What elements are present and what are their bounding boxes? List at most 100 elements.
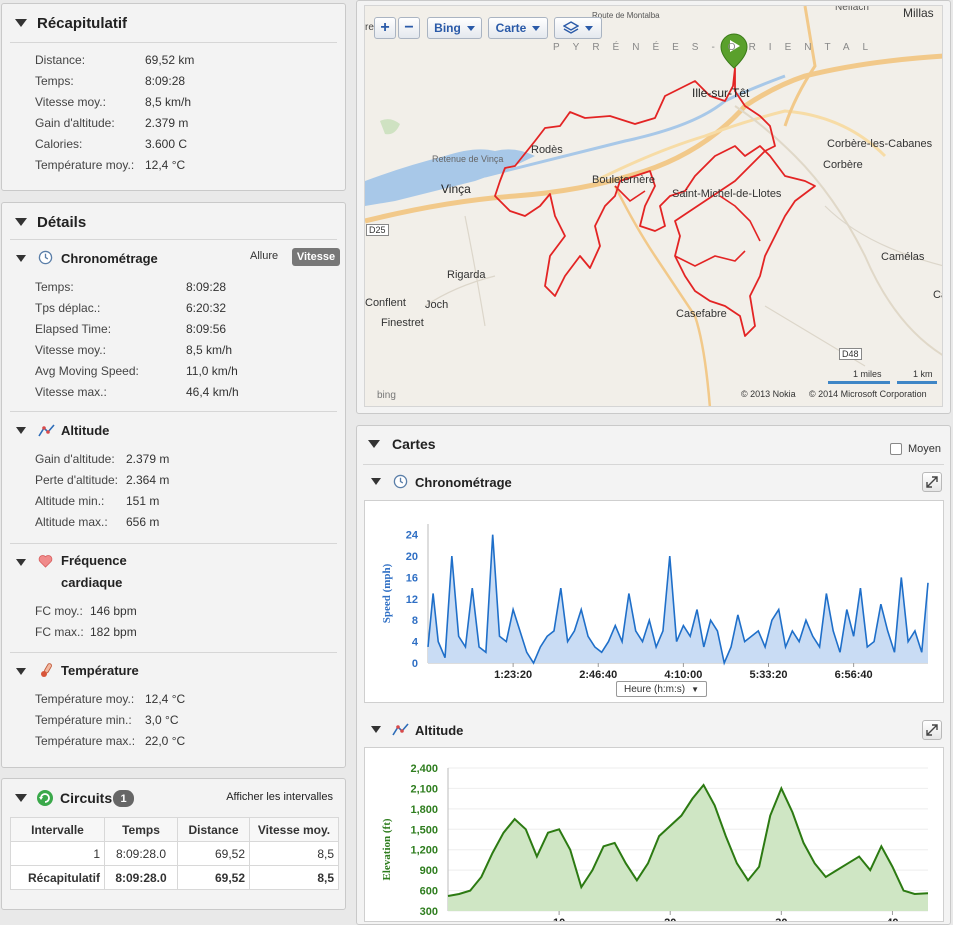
y-tick-label: 8 xyxy=(412,615,418,627)
summary-label: Temps: xyxy=(35,74,74,88)
map-place-label: Néfiach xyxy=(835,5,869,13)
map-place-label: Corbère-les-Cabanes xyxy=(827,138,933,150)
temperature-value: 12,4 °C xyxy=(145,692,186,706)
bing-logo: bing xyxy=(377,390,396,401)
timing-value: 6:20:32 xyxy=(186,301,227,315)
summary-value: 2.379 m xyxy=(145,116,189,130)
heart-value: 182 bpm xyxy=(90,625,137,639)
y-tick-label: 4 xyxy=(412,637,419,649)
elevation-icon xyxy=(392,723,409,736)
laps-table: Intervalle Temps Distance Vitesse moy. 1… xyxy=(10,817,339,890)
expand-elevation-chart-button[interactable] xyxy=(922,720,942,740)
elevation-chart[interactable]: 300 600 900 1,200 1,500 1,800 2,100 2,400 10 20 30… xyxy=(364,747,944,922)
collapse-heart-icon[interactable] xyxy=(16,559,26,566)
table-row[interactable]: Récapitulatif 8:09:28.0 69,52 8,5 xyxy=(10,865,339,890)
map-place-label: PYRÉNÉES-ORIENTAL xyxy=(553,42,882,53)
map-place-label: Route de Montalba xyxy=(592,11,660,20)
timing-label: Elapsed Time: xyxy=(35,322,112,336)
collapse-details-icon[interactable] xyxy=(15,218,27,226)
timing-value: 46,4 km/h xyxy=(186,385,239,399)
lap-cell: 8:09:28.0 xyxy=(104,841,178,866)
clock-icon xyxy=(38,250,53,265)
expand-speed-chart-button[interactable] xyxy=(922,472,942,492)
lap-cell: Récapitulatif xyxy=(10,865,105,890)
timing-label: Tps déplac.: xyxy=(35,301,101,315)
collapse-laps-icon[interactable] xyxy=(15,794,27,802)
table-row[interactable]: 1 8:09:28.0 69,52 8,5 xyxy=(10,841,339,866)
speed-chart[interactable]: 0 4 8 12 16 20 24 1:23:20 2:46:40 4:10:00 5:33:20 6… xyxy=(364,500,944,703)
x-tick-label: 1:23:20 xyxy=(494,669,532,681)
lap-cell: 8,5 xyxy=(249,865,339,890)
collapse-timing-icon[interactable] xyxy=(16,255,26,262)
zoom-in-button[interactable]: + xyxy=(374,17,396,39)
average-label: Moyen xyxy=(908,443,942,455)
altitude-value: 151 m xyxy=(126,494,160,508)
map-place-label: Rodès xyxy=(531,144,563,156)
lap-cell: 1 xyxy=(10,841,105,866)
map-place-label: Bouleternère xyxy=(592,174,655,186)
map-background xyxy=(365,6,942,406)
lap-cell: 69,52 xyxy=(177,865,250,890)
microsoft-copyright: © 2014 Microsoft Corporation xyxy=(809,389,927,399)
summary-value: 8,5 km/h xyxy=(145,95,192,109)
collapse-altitude-icon[interactable] xyxy=(16,427,26,434)
speed-clock-icon xyxy=(393,474,408,489)
details-panel: Détails Chronométrage Allure Vitesse Tem… xyxy=(1,202,346,768)
summary-value: 69,52 km xyxy=(145,53,195,67)
map-place-label: Finestret xyxy=(381,317,424,329)
y-tick-label: 300 xyxy=(420,906,438,918)
collapse-summary-icon[interactable] xyxy=(15,19,27,27)
zoom-out-button[interactable]: − xyxy=(398,17,420,39)
temperature-title: Température xyxy=(61,663,139,678)
laps-header-speed: Vitesse moy. xyxy=(249,817,339,842)
x-tick-label: 2:46:40 xyxy=(579,669,617,681)
map-place-label: Ca xyxy=(933,289,942,301)
altitude-icon xyxy=(38,424,55,437)
summary-value: 12,4 °C xyxy=(145,158,186,172)
collapse-elevation-chart-icon[interactable] xyxy=(371,726,381,733)
altitude-value: 656 m xyxy=(126,515,160,529)
lap-cell: 8,5 xyxy=(249,841,339,866)
expand-icon xyxy=(926,476,938,488)
timing-title: Chronométrage xyxy=(61,251,158,266)
timing-value: 8:09:56 xyxy=(186,322,227,336)
charts-title: Cartes xyxy=(392,436,436,452)
pace-toggle[interactable]: Allure xyxy=(250,250,279,262)
laps-header-time: Temps xyxy=(104,817,178,842)
timing-value: 8,5 km/h xyxy=(186,343,233,357)
map-layers-dropdown[interactable] xyxy=(554,17,602,39)
nokia-copyright: © 2013 Nokia xyxy=(741,389,796,399)
scale-miles-label: 1 miles xyxy=(853,369,882,379)
collapse-charts-icon[interactable] xyxy=(368,440,380,448)
collapse-speed-chart-icon[interactable] xyxy=(371,478,381,485)
heart-title-line1: Fréquence xyxy=(61,553,127,568)
expand-icon xyxy=(926,724,938,736)
speed-toggle[interactable]: Vitesse xyxy=(292,248,340,266)
x-tick-label: 20 xyxy=(664,917,676,921)
y-tick-label: 1,800 xyxy=(410,804,438,816)
lap-cell: 8:09:28.0 xyxy=(104,865,178,890)
heart-label: FC max.: xyxy=(35,625,84,639)
speed-area xyxy=(428,534,928,663)
collapse-temperature-icon[interactable] xyxy=(16,668,26,675)
map-place-label: Casefabre xyxy=(676,308,727,320)
x-axis-select[interactable]: Heure (h:m:s) ▼ xyxy=(616,681,707,697)
map-canvas[interactable]: Ille-sur-Têt Rodès Vinça Bouleternère Saint-… xyxy=(364,5,943,407)
x-tick-label: 30 xyxy=(775,917,787,921)
scale-km-label: 1 km xyxy=(913,369,933,379)
map-type-dropdown[interactable]: Carte xyxy=(488,17,548,39)
altitude-label: Perte d'altitude: xyxy=(35,473,119,487)
elevation-chart-svg: 300 600 900 1,200 1,500 1,800 2,100 2,400 10 20 30… xyxy=(381,763,929,921)
speed-line xyxy=(427,534,929,666)
map-place-label: Rigarda xyxy=(447,269,486,281)
average-checkbox[interactable] xyxy=(890,443,902,455)
map-place-label: Ille-sur-Têt xyxy=(692,86,750,100)
summary-value: 3.600 C xyxy=(145,137,188,151)
map-place-label: Vinça xyxy=(441,182,471,196)
map-place-label: Conflent xyxy=(365,297,406,309)
select-arrow-icon: ▼ xyxy=(691,684,700,694)
summary-label: Distance: xyxy=(35,53,86,67)
map-provider-dropdown[interactable]: Bing xyxy=(427,17,482,39)
show-intervals-link[interactable]: Afficher les intervalles xyxy=(226,791,333,803)
altitude-label: Altitude min.: xyxy=(35,494,105,508)
